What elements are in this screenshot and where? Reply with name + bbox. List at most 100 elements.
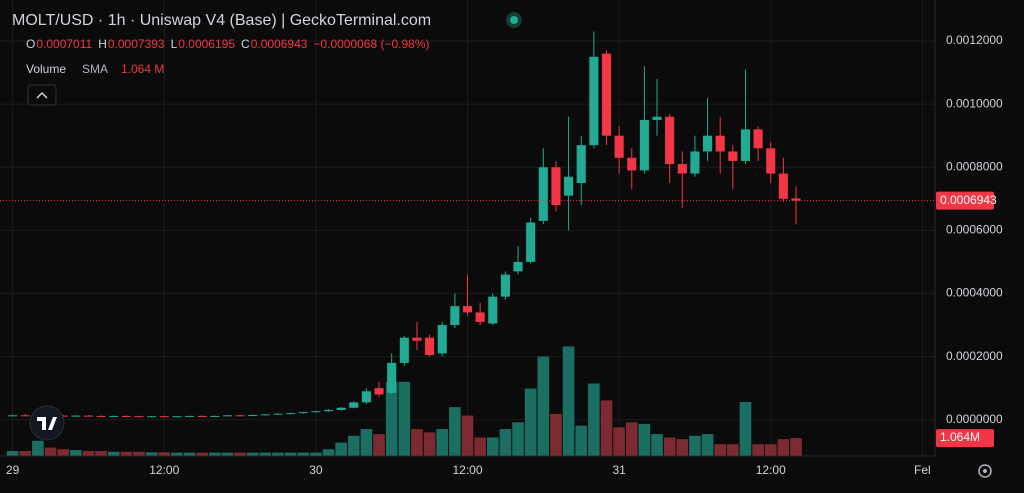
ohlc-value: 0.0006195 — [178, 37, 235, 51]
volume-value: 1.064 M — [121, 62, 164, 76]
candle-body — [58, 415, 68, 417]
candle-body — [437, 325, 447, 354]
volume-bar — [739, 402, 752, 456]
volume-indicator: SMA — [82, 62, 108, 76]
volume-bar — [385, 381, 398, 456]
candle-body — [614, 135, 624, 158]
candle-body — [399, 337, 409, 363]
volume-bar — [777, 439, 790, 456]
candle-body — [286, 413, 296, 415]
candle-body — [184, 415, 195, 417]
candle-body — [475, 312, 485, 322]
volume-bar — [663, 437, 676, 456]
collapse-button[interactable] — [27, 84, 57, 106]
volume-bar — [158, 452, 171, 456]
volume-pane — [6, 346, 802, 456]
candle-body — [551, 167, 561, 206]
candle-body — [387, 362, 397, 393]
candle-body — [349, 402, 359, 408]
volume-bar — [95, 450, 107, 456]
candle-body — [96, 415, 106, 417]
candle-body — [109, 415, 119, 417]
volume-bar — [701, 434, 714, 456]
volume-bar — [360, 429, 373, 456]
volume-bar — [120, 451, 133, 456]
ohlc-key: H — [98, 37, 107, 51]
candle-body — [703, 135, 713, 152]
candle-body — [740, 129, 751, 161]
x-tick-label: 12:00 — [149, 463, 179, 477]
price-pane — [0, 31, 935, 418]
x-tick-label: 31 — [612, 463, 626, 477]
candle-body — [121, 415, 131, 417]
volume-bar — [575, 425, 588, 456]
candle-body — [323, 409, 334, 412]
volume-bar — [221, 452, 234, 456]
volume-bar — [474, 437, 486, 456]
status-dot-inner — [510, 16, 518, 24]
volume-bar — [562, 346, 575, 456]
volume-bar — [183, 452, 196, 456]
candle-body — [462, 306, 473, 313]
volume-bar — [764, 444, 777, 456]
candle-body — [538, 167, 548, 221]
collapse-icon — [36, 91, 48, 99]
last-volume-badge — [936, 429, 994, 448]
volume-bar — [423, 432, 436, 456]
candle-body — [248, 414, 258, 416]
ohlc-key: C — [241, 37, 250, 51]
volume-bar — [107, 451, 120, 456]
x-tick-label: 30 — [309, 463, 323, 477]
volume-bar — [651, 434, 663, 456]
volume-bar — [310, 452, 322, 456]
candle-body — [488, 296, 498, 324]
candle-body — [728, 151, 738, 161]
volume-bar — [347, 435, 360, 456]
candle-body — [513, 261, 523, 272]
volume-bar — [322, 449, 335, 456]
candle-body — [690, 151, 700, 174]
volume-bar — [171, 452, 183, 456]
volume-bar — [537, 356, 550, 456]
candle-body — [627, 157, 637, 171]
volume-bar — [727, 444, 739, 456]
last-price-badge — [936, 191, 994, 210]
chart-title: MOLT/USD · 1h · Uniswap V4 (Base) | Geck… — [12, 12, 431, 29]
candle-body — [222, 415, 232, 417]
ohlc-value: 0.0007393 — [108, 37, 165, 51]
candle-body — [753, 129, 763, 149]
ohlc-change: −0.0000068 (−0.98%) — [313, 37, 429, 51]
volume-bar — [790, 438, 802, 456]
volume-bar — [486, 437, 499, 456]
x-tick-label: 12:00 — [452, 463, 482, 477]
volume-bar — [69, 450, 82, 456]
candle-body — [715, 135, 725, 152]
candle-body — [235, 415, 245, 417]
volume-bar — [588, 383, 600, 456]
y-tick-label: 0.0000000 — [946, 412, 1003, 426]
candle-body — [639, 119, 649, 171]
volume-bar — [512, 422, 524, 456]
volume-bar — [638, 423, 651, 456]
candle-body — [778, 173, 788, 199]
y-tick-label: 0.0006000 — [946, 223, 1003, 237]
candle-body — [20, 415, 30, 417]
candle-body — [500, 274, 510, 297]
volume-bar — [196, 452, 208, 456]
ohlc-legend: O 0.0007011 H 0.0007393 L 0.0006195 C 0.0006943… — [26, 37, 430, 51]
y-tick-label: 0.0004000 — [946, 286, 1003, 300]
volume-bar — [32, 440, 44, 456]
last-volume-label: 1.064M — [940, 430, 980, 444]
logo[interactable] — [29, 405, 65, 441]
candle-body — [601, 53, 612, 136]
candle-body — [766, 148, 776, 174]
candle-body — [159, 416, 169, 418]
volume-bar — [259, 452, 272, 456]
volume-bar — [373, 434, 385, 456]
volume-bar — [145, 452, 158, 456]
candle-body — [8, 415, 18, 417]
settings-icon[interactable] — [978, 464, 992, 478]
ohlc-value: 0.0007011 — [36, 37, 92, 51]
